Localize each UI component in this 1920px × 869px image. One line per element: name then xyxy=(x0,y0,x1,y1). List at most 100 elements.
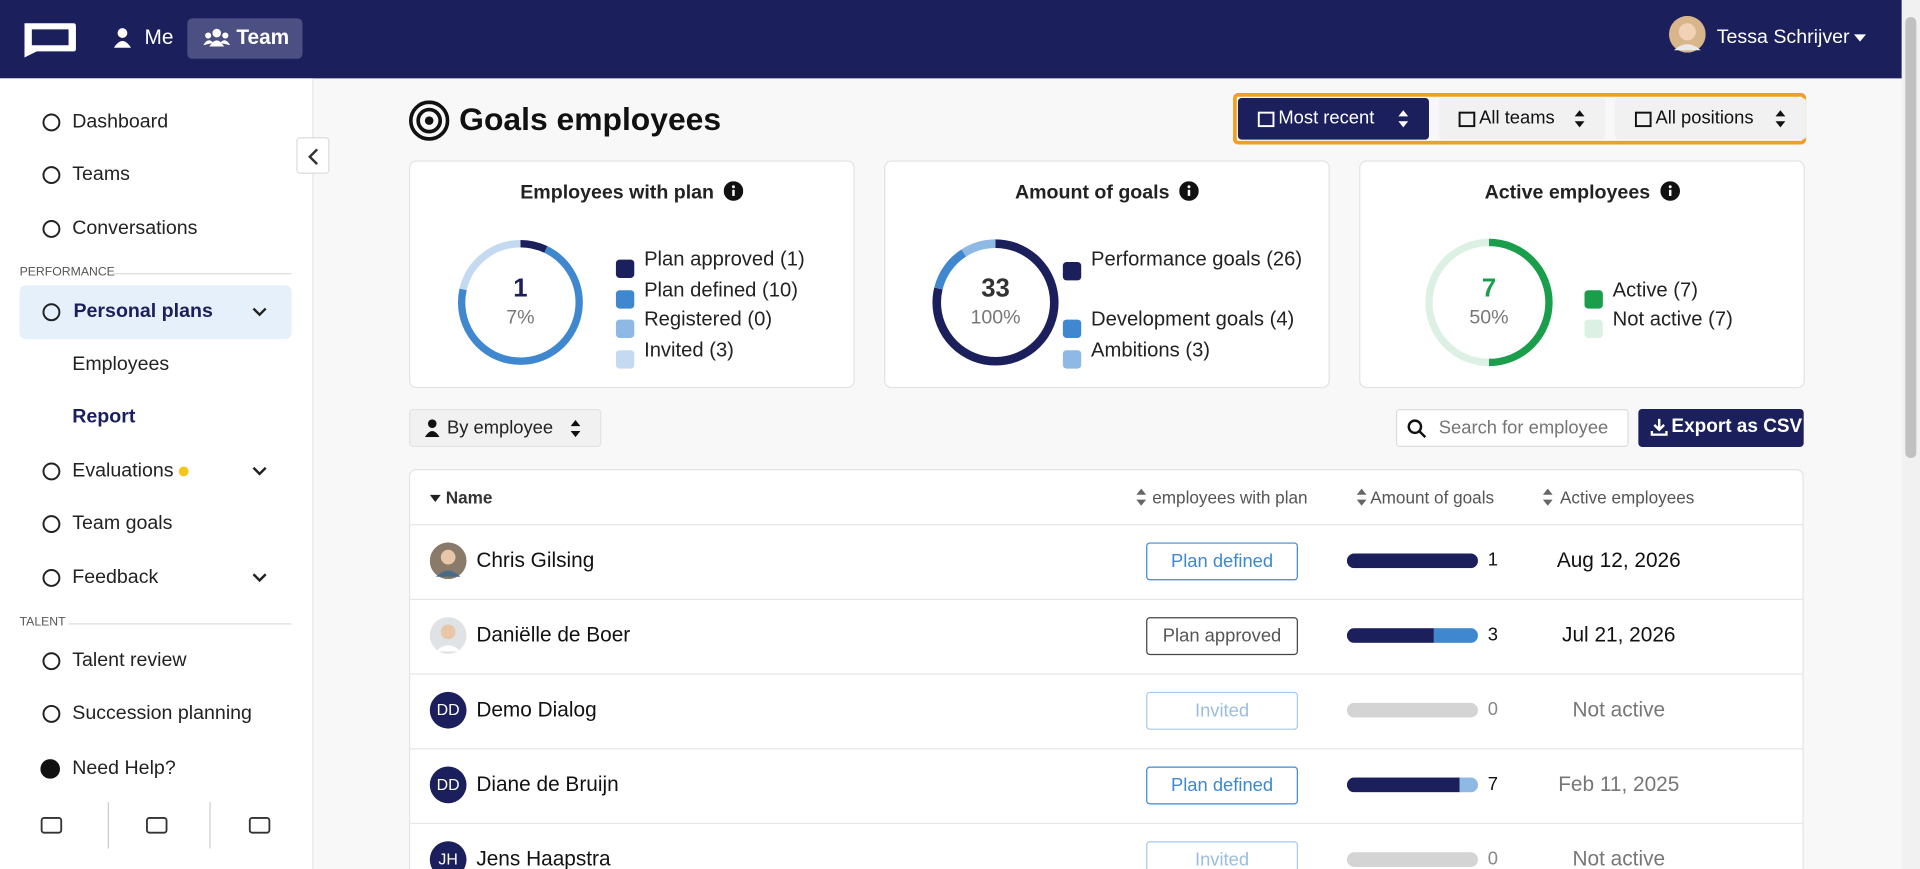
collapse-button[interactable] xyxy=(296,137,330,174)
active-date: Feb 11, 2025 xyxy=(1558,772,1680,796)
chevron xyxy=(252,573,267,583)
row-divider xyxy=(410,598,1803,601)
goal-bar-segment xyxy=(1346,628,1435,643)
icon xyxy=(42,303,61,322)
logo[interactable] xyxy=(20,20,79,59)
group-by-select[interactable]: By employee xyxy=(408,408,602,447)
nav-item[interactable]: Teams xyxy=(72,164,130,185)
column-header[interactable]: Active employees xyxy=(1560,487,1695,507)
icon xyxy=(1257,111,1275,128)
donut-value: 33 xyxy=(981,274,1010,303)
user-name[interactable]: Tessa Schrijver xyxy=(1716,26,1850,48)
legend-swatch xyxy=(1062,319,1082,338)
filter-select[interactable]: Most recent xyxy=(1237,97,1429,140)
icon xyxy=(42,704,61,723)
icon xyxy=(42,462,61,481)
row-divider xyxy=(410,524,1803,526)
info-icon[interactable] xyxy=(723,181,744,201)
nav-item[interactable]: Team goals xyxy=(72,513,173,534)
icon-button[interactable] xyxy=(247,814,271,836)
employee-name[interactable]: Daniëlle de Boer xyxy=(476,623,631,647)
card-title-row: Amount of goals xyxy=(885,181,1328,205)
legend-label: Plan defined (10) xyxy=(644,279,798,302)
legend-swatch xyxy=(1584,319,1603,338)
icon xyxy=(424,419,440,438)
status-badge: Plan defined xyxy=(1146,766,1298,805)
icon xyxy=(113,28,132,48)
caret xyxy=(1853,34,1867,42)
goal-bar xyxy=(1346,852,1478,867)
employee-name[interactable]: Jens Haapstra xyxy=(476,847,611,869)
employee-name[interactable]: Demo Dialog xyxy=(476,697,597,722)
sort-icon xyxy=(570,420,581,438)
donut xyxy=(1425,238,1553,367)
employee-name[interactable]: Diane de Bruijn xyxy=(476,772,619,796)
row-divider xyxy=(410,673,1803,675)
avatar-initials: DD xyxy=(429,691,467,729)
icon-button[interactable] xyxy=(39,814,63,836)
goal-count: 7 xyxy=(1487,773,1498,795)
search-input[interactable] xyxy=(1436,413,1621,443)
nav-item[interactable]: Talent review xyxy=(72,650,187,672)
column-header[interactable]: Amount of goals xyxy=(1370,487,1495,507)
sort-icon xyxy=(1136,488,1147,506)
icon xyxy=(40,759,61,779)
donut-segment xyxy=(457,240,583,365)
notification-dot xyxy=(178,466,189,477)
icon-button[interactable] xyxy=(144,814,168,836)
scrollbar-thumb[interactable] xyxy=(1905,17,1917,458)
export-button[interactable]: Export as CSV xyxy=(1638,408,1804,447)
nav-item[interactable]: Dashboard xyxy=(72,111,169,133)
nav-item[interactable]: Conversations xyxy=(72,217,198,239)
nav-item[interactable]: Evaluations xyxy=(72,460,174,482)
icon xyxy=(42,113,61,132)
info-icon[interactable] xyxy=(1179,181,1199,201)
legend-label: Plan approved (1) xyxy=(644,248,805,271)
goal-bar-segment xyxy=(1346,777,1460,793)
nav-item[interactable]: Employees xyxy=(72,353,170,375)
status-badge: Plan approved xyxy=(1146,617,1298,656)
divider xyxy=(209,802,211,849)
icon xyxy=(1458,111,1476,128)
column-header[interactable]: Name xyxy=(445,487,493,507)
nav-item[interactable]: Personal plans xyxy=(73,301,213,323)
nav-item-active[interactable] xyxy=(19,285,292,340)
card-title-row: Employees with plan xyxy=(410,181,853,205)
nav-tab[interactable]: Me xyxy=(144,25,174,49)
divider xyxy=(112,273,292,275)
column-header[interactable]: employees with plan xyxy=(1152,487,1308,507)
stat-card: Employees with plan 1 7% Plan approved (1) P… xyxy=(408,160,855,389)
nav-tab[interactable]: Team xyxy=(236,25,290,49)
avatar xyxy=(429,542,467,580)
top-bar xyxy=(0,0,1920,79)
section-label: PERFORMANCE xyxy=(19,265,115,280)
employee-name[interactable]: Chris Gilsing xyxy=(476,548,595,572)
nav-item[interactable]: Feedback xyxy=(72,566,159,588)
legend-swatch xyxy=(615,319,635,338)
goal-bar xyxy=(1346,628,1478,643)
divider xyxy=(107,802,109,849)
nav-item[interactable]: Need Help? xyxy=(72,757,176,779)
legend-swatch xyxy=(1062,350,1082,369)
legend-swatch xyxy=(615,259,635,278)
filter-select[interactable]: All positions xyxy=(1615,97,1807,140)
row-divider xyxy=(410,822,1803,825)
card-title-row: Active employees xyxy=(1360,181,1803,205)
sort-icon xyxy=(1542,488,1553,506)
goal-bar xyxy=(1346,553,1478,569)
nav-item[interactable]: Report xyxy=(72,406,136,428)
goal-bar-segment xyxy=(1434,628,1478,643)
filter-select[interactable]: All teams xyxy=(1438,97,1606,140)
info-icon[interactable] xyxy=(1659,181,1680,201)
legend-swatch xyxy=(615,290,635,309)
nav-tab-active[interactable] xyxy=(187,18,303,59)
legend-swatch xyxy=(615,350,635,369)
goal-bar xyxy=(1346,777,1478,793)
donut-segment xyxy=(932,239,1059,366)
status-badge: Invited xyxy=(1146,691,1298,730)
nav-item[interactable]: Succession planning xyxy=(72,702,252,724)
icon xyxy=(203,28,231,47)
legend-label: Not active (7) xyxy=(1612,308,1733,331)
